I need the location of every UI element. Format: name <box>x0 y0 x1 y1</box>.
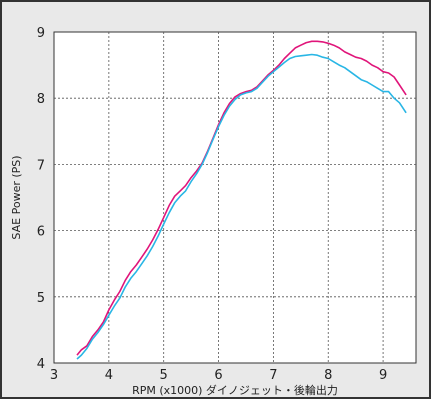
y-tick-label: 4 <box>37 357 45 372</box>
series-line-2 <box>76 53 407 360</box>
plot-area <box>53 31 417 364</box>
y-tick-label: 9 <box>37 26 45 41</box>
series-group <box>76 40 407 360</box>
x-tick-label: 8 <box>324 368 332 383</box>
x-tick-label: 6 <box>214 368 222 383</box>
x-tick-label: 5 <box>160 368 168 383</box>
series-line-1 <box>76 40 407 356</box>
y-axis-label: SAE Power (PS) <box>10 155 23 239</box>
x-tick-label: 3 <box>50 368 58 383</box>
y-tick-label: 6 <box>37 225 45 240</box>
x-tick-label: 7 <box>269 368 277 383</box>
x-tick-label: 4 <box>105 368 113 383</box>
y-tick-label: 8 <box>37 92 45 107</box>
x-axis-label: RPM (x1000) ダイノジェット・後輪出力 <box>132 383 338 397</box>
grid-lines <box>54 32 416 363</box>
y-tick-label: 7 <box>37 158 45 173</box>
y-tick-label: 5 <box>37 291 45 306</box>
x-tick-label: 9 <box>379 368 387 383</box>
